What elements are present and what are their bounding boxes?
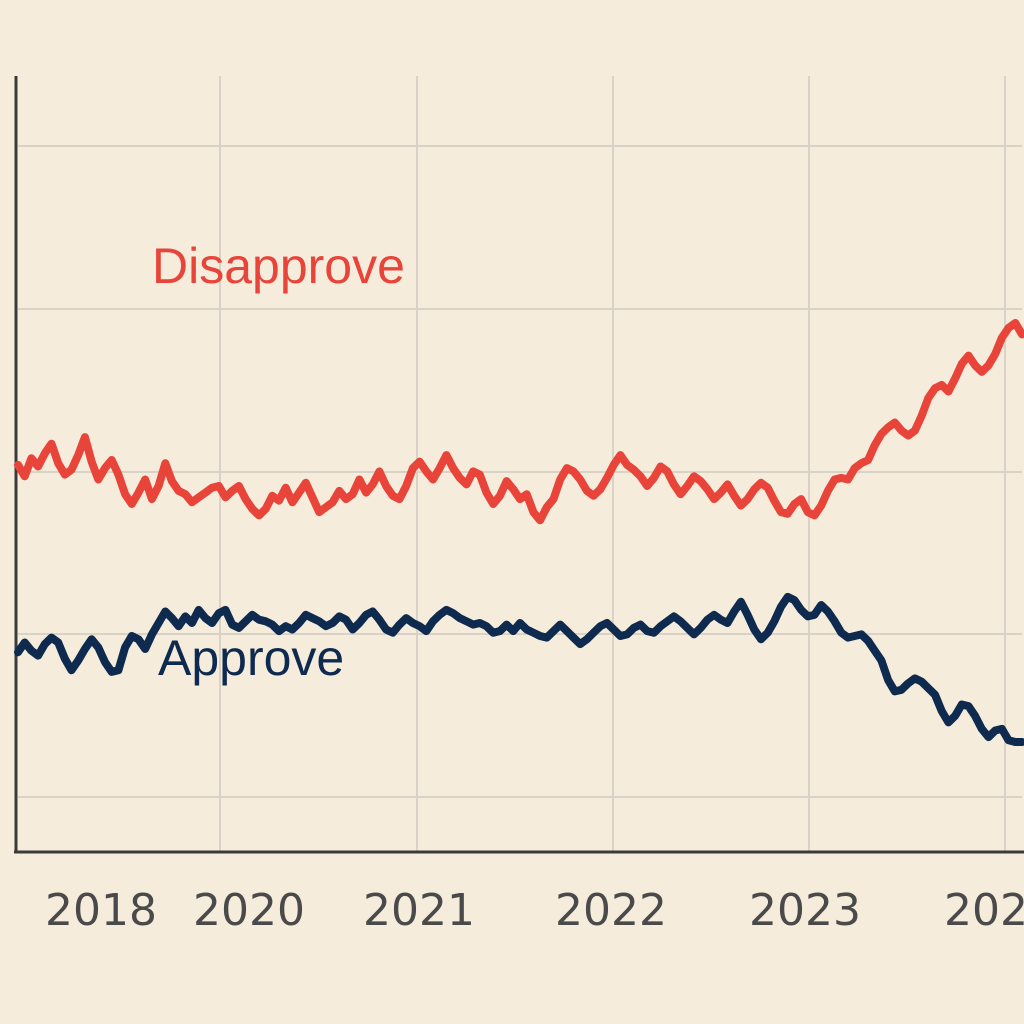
- x-tick-label: 2021: [363, 885, 475, 936]
- approve-label: Approve: [158, 630, 344, 686]
- x-tick-label: 2024: [944, 885, 1024, 936]
- disapprove-line: [14, 319, 1024, 525]
- approve-line: [14, 592, 1024, 746]
- disapprove-label: Disapprove: [152, 238, 405, 294]
- series-layer: [14, 319, 1024, 746]
- series-labels: Disapprove Approve: [152, 238, 405, 686]
- x-tick-labels: 2018 2020 2021 2022 2023 2024: [45, 885, 1024, 936]
- x-tick-label: 2018: [45, 885, 157, 936]
- x-tick-label: 2020: [193, 885, 305, 936]
- x-tick-label: 2023: [749, 885, 861, 936]
- x-tick-label: 2022: [555, 885, 667, 936]
